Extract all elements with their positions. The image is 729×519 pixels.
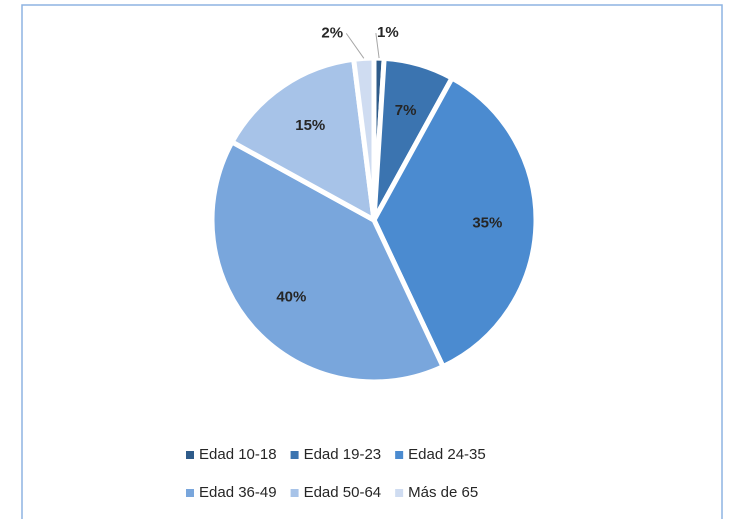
legend-label: Más de 65 — [408, 484, 478, 501]
data-label: 40% — [276, 289, 306, 306]
pie-slice — [371, 74, 539, 370]
legend-swatch — [186, 451, 194, 459]
data-label: 2% — [321, 24, 343, 41]
legend-label: Edad 24-35 — [408, 446, 486, 463]
legend-swatch — [395, 451, 404, 459]
legend-label: Edad 10-18 — [199, 446, 277, 463]
legend-swatch — [290, 489, 299, 497]
legend-swatch — [186, 489, 194, 497]
pie-slice — [209, 138, 447, 385]
data-label: 7% — [395, 102, 417, 119]
data-label: 15% — [295, 117, 325, 134]
legend-label: Edad 50-64 — [304, 484, 382, 501]
leader-line — [345, 33, 365, 59]
data-label: 35% — [472, 215, 502, 232]
leader-line — [375, 33, 380, 59]
legend-label: Edad 36-49 — [199, 484, 277, 501]
legend-label: Edad 19-23 — [304, 446, 382, 463]
legend-swatch — [395, 489, 404, 497]
data-label: 1% — [377, 24, 399, 41]
legend-swatch — [290, 451, 299, 459]
pie-slice — [228, 56, 378, 225]
